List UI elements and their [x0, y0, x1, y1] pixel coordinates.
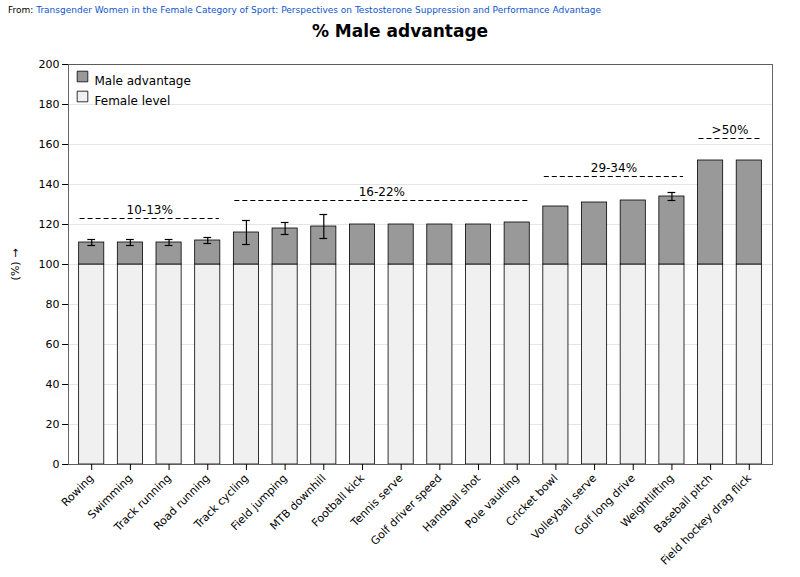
svg-text:Field hockey drag flick: Field hockey drag flick — [658, 471, 754, 567]
svg-text:Road running: Road running — [151, 471, 213, 533]
svg-text:Cricket bowl: Cricket bowl — [503, 471, 561, 529]
svg-text:Track running: Track running — [111, 471, 174, 534]
svg-text:Male advantage: Male advantage — [95, 74, 191, 88]
svg-text:Pole vaulting: Pole vaulting — [462, 471, 522, 532]
svg-text:200: 200 — [39, 58, 60, 71]
svg-text:Golf long drive: Golf long drive — [571, 471, 638, 538]
svg-text:MTB downhill: MTB downhill — [267, 471, 329, 533]
svg-text:140: 140 — [39, 178, 60, 191]
svg-text:60: 60 — [46, 338, 60, 351]
svg-text:Weightlifting: Weightlifting — [618, 471, 677, 530]
svg-text:29-34%: 29-34% — [591, 161, 637, 175]
svg-text:Golf driver speed: Golf driver speed — [368, 472, 444, 548]
svg-text:16-22%: 16-22% — [359, 185, 405, 199]
svg-text:Baseball pitch: Baseball pitch — [651, 471, 716, 536]
svg-text:0: 0 — [53, 458, 60, 471]
svg-text:Rowing: Rowing — [59, 472, 96, 509]
svg-text:20: 20 — [46, 418, 60, 431]
svg-text:Handball shot: Handball shot — [420, 471, 484, 535]
svg-text:Volleyball serve: Volleyball serve — [529, 472, 599, 542]
svg-text:40: 40 — [46, 378, 60, 391]
svg-text:160: 160 — [39, 138, 60, 151]
svg-text:Football kick: Football kick — [309, 471, 368, 530]
svg-text:10-13%: 10-13% — [127, 203, 173, 217]
svg-text:120: 120 — [39, 218, 60, 231]
svg-text:Swimming: Swimming — [85, 471, 135, 522]
svg-text:Field jumping: Field jumping — [228, 471, 290, 533]
svg-text:Female level: Female level — [95, 94, 171, 108]
html-text:% Male advantage: % Male advantage — [311, 21, 489, 41]
svg-text:100: 100 — [39, 258, 60, 271]
html-text:From: Transgender Women in the: From: Transgender Women in the Female Ca… — [8, 5, 602, 15]
svg-text:>50%: >50% — [712, 123, 749, 137]
svg-text:Track cycling: Track cycling — [191, 471, 251, 532]
svg-text:Tennis serve: Tennis serve — [348, 471, 406, 530]
svg-text:180: 180 — [39, 98, 60, 111]
svg-text:(%) →: (%) → — [9, 249, 22, 281]
svg-text:80: 80 — [46, 298, 60, 311]
